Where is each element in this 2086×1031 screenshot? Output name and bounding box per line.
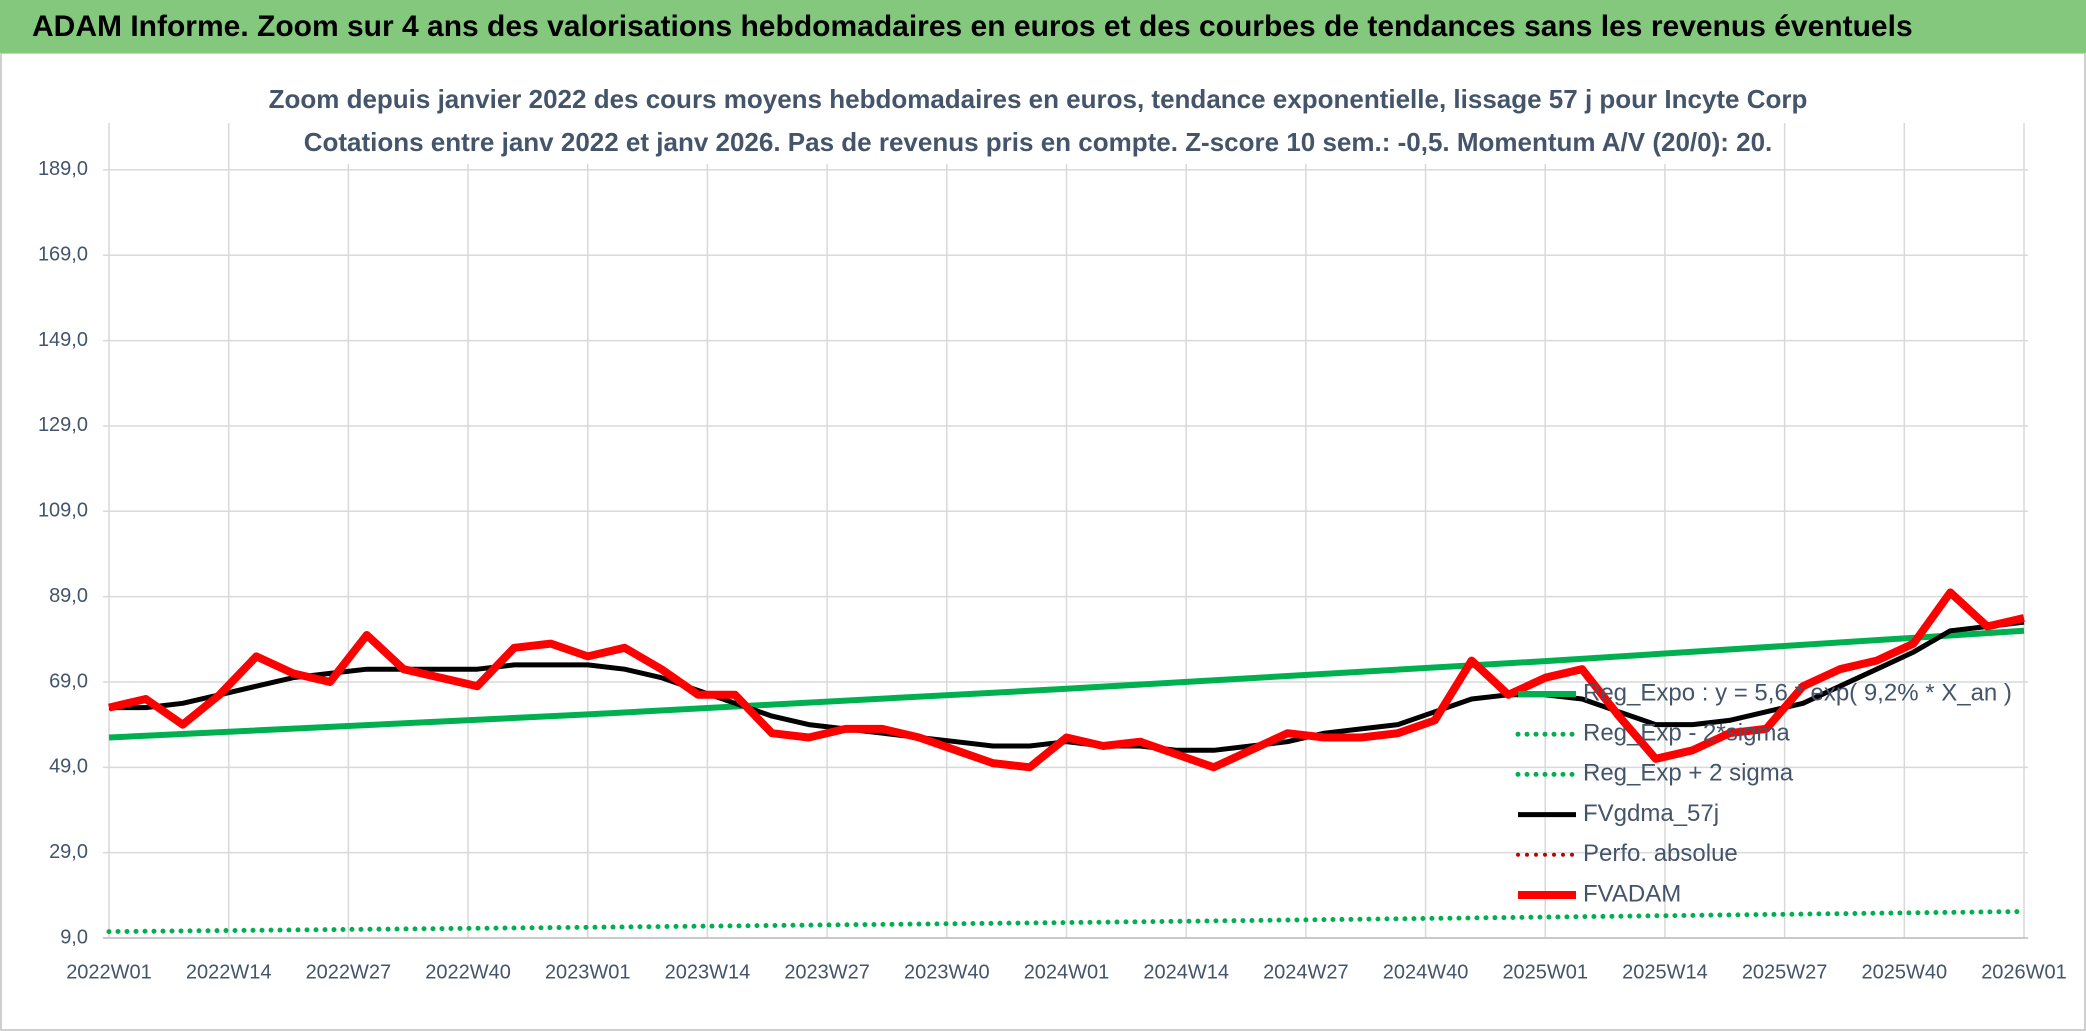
y-tick-label: 9,0 — [60, 926, 88, 948]
x-tick-label: 2023W40 — [904, 961, 990, 983]
legend-label: FVADAM — [1583, 880, 1681, 907]
x-tick-label: 2025W27 — [1742, 961, 1828, 983]
y-tick-label: 109,0 — [38, 500, 88, 522]
x-tick-label: 2025W40 — [1862, 961, 1948, 983]
y-tick-label: 29,0 — [49, 841, 88, 863]
x-tick-label: 2024W27 — [1263, 961, 1349, 983]
header-title: ADAM Informe. Zoom sur 4 ans des valoris… — [32, 10, 1913, 43]
legend-label: Reg_Expo : y = 5,6 * exp( 9,2% * X_an ) — [1583, 679, 2012, 706]
y-tick-label: 89,0 — [49, 585, 88, 607]
x-tick-label: 2023W27 — [784, 961, 870, 983]
series-line — [108, 627, 2025, 741]
legend-label: FVgdma_57j — [1583, 800, 1719, 827]
x-tick-label: 2023W14 — [665, 961, 751, 983]
header-bar — [0, 0, 2086, 53]
x-tick-label: 2024W14 — [1143, 961, 1229, 983]
x-tick-label: 2022W40 — [425, 961, 511, 983]
legend-label: Reg_Exp + 2 sigma — [1583, 760, 1794, 787]
legend-label: Reg_Exp - 2*sigma — [1583, 720, 1790, 747]
x-tick-label: 2022W27 — [306, 961, 392, 983]
chart-frame — [0, 52, 2086, 1031]
x-tick-label: 2022W14 — [186, 961, 272, 983]
x-tick-label: 2023W01 — [545, 961, 631, 983]
x-tick-label: 2024W01 — [1024, 961, 1110, 983]
x-tick-label: 2025W14 — [1622, 961, 1708, 983]
x-tick-label: 2025W01 — [1502, 961, 1588, 983]
y-tick-label: 189,0 — [38, 158, 88, 180]
y-tick-label: 69,0 — [49, 670, 88, 692]
series-line — [108, 588, 2025, 772]
x-tick-label: 2026W01 — [1981, 961, 2067, 983]
x-tick-label: 2022W01 — [66, 961, 152, 983]
x-tick-label: 2024W40 — [1383, 961, 1469, 983]
y-tick-label: 149,0 — [38, 329, 88, 351]
y-tick-label: 169,0 — [38, 244, 88, 266]
title-background — [340, 80, 1740, 164]
y-tick-label: 49,0 — [49, 756, 88, 778]
chart-title: Zoom depuis janvier 2022 des cours moyen… — [269, 84, 1808, 114]
chart-subtitle: Cotations entre janv 2022 et janv 2026. … — [304, 127, 1773, 157]
y-tick-label: 129,0 — [38, 414, 88, 436]
legend-label: Perfo. absolue — [1583, 840, 1738, 867]
